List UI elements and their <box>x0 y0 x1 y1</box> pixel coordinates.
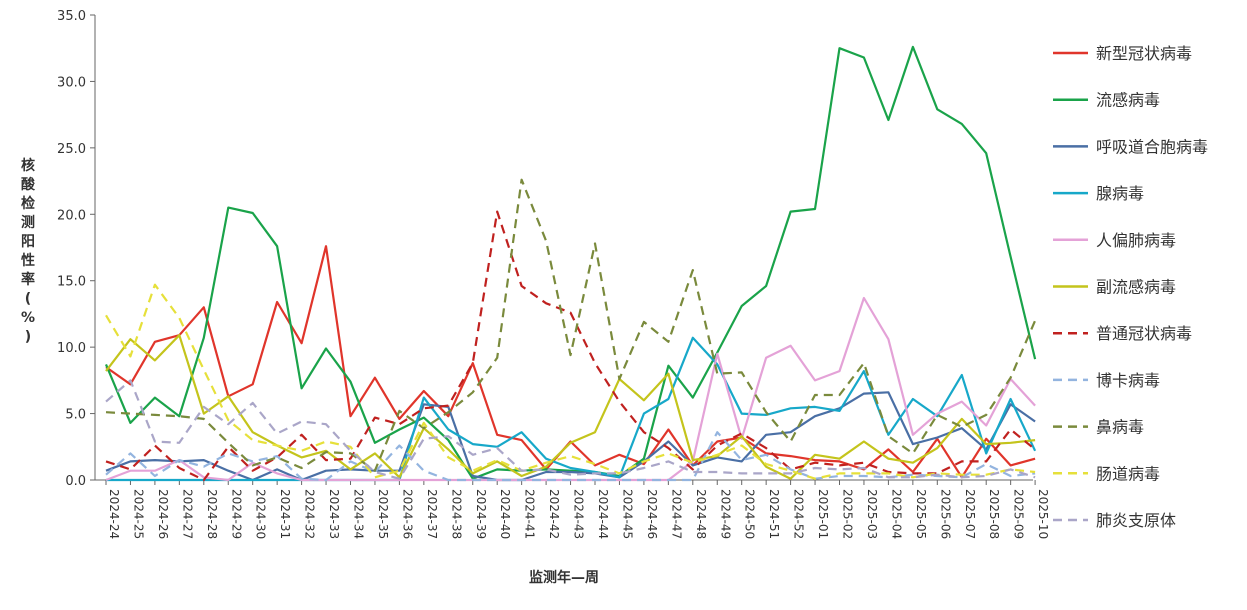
y-tick-label: 10.0 <box>57 341 86 356</box>
x-tick-label: 2025-01 <box>816 489 830 539</box>
legend-label: 鼻病毒 <box>1096 418 1144 437</box>
x-tick-label: 2025-08 <box>987 489 1001 539</box>
x-tick-label: 2024-35 <box>376 489 390 539</box>
legend-label: 肺炎支原体 <box>1096 511 1176 530</box>
x-tick-label: 2024-31 <box>278 489 292 539</box>
x-tick-label: 2024-32 <box>303 489 317 539</box>
x-tick-label: 2024-37 <box>425 489 439 539</box>
x-tick-label: 2025-04 <box>889 489 903 539</box>
x-tick-label: 2024-30 <box>254 489 268 539</box>
x-tick-label: 2024-28 <box>205 489 219 539</box>
legend-label: 腺病毒 <box>1096 184 1144 203</box>
x-tick-label: 2024-50 <box>743 489 757 539</box>
y-ticks: 0.0 5.0 10.0 15.0 20.0 25.0 30.0 35.0 <box>57 9 95 489</box>
x-tick-label: 2024-25 <box>131 489 145 539</box>
legend-label: 新型冠状病毒 <box>1096 44 1192 63</box>
y-axis-title: 核酸检测阳性率 (%) <box>21 157 36 345</box>
x-tick-label: 2024-42 <box>547 489 561 539</box>
series-line <box>105 245 1036 479</box>
legend-label: 流感病毒 <box>1096 91 1160 110</box>
x-tick-label: 2024-43 <box>572 489 586 539</box>
y-tick-label: 35.0 <box>57 9 86 24</box>
x-tick-label: 2024-36 <box>400 489 414 539</box>
series-line <box>105 391 1036 482</box>
series-line <box>105 431 1036 482</box>
legend-label: 呼吸道合胞病毒 <box>1096 137 1208 156</box>
legend-label: 副流感病毒 <box>1096 278 1176 297</box>
y-tick-label: 0.0 <box>65 474 86 489</box>
legend-label: 人偏肺病毒 <box>1096 231 1176 250</box>
y-axis-title-char: 率 <box>21 271 35 288</box>
x-tick-label: 2024-26 <box>156 489 170 539</box>
series-line <box>105 178 1037 472</box>
y-axis-title-char: ) <box>25 329 31 345</box>
series-line <box>105 334 1036 480</box>
legend: 新型冠状病毒流感病毒呼吸道合胞病毒腺病毒人偏肺病毒副流感病毒普通冠状病毒博卡病毒… <box>1053 44 1208 530</box>
y-axis-title-char: 阳 <box>21 234 35 250</box>
series-line <box>105 283 1036 480</box>
axes <box>94 15 1033 481</box>
series-line <box>104 45 1037 480</box>
x-tick-label: 2025-09 <box>1012 489 1026 539</box>
x-tick-label: 2025-06 <box>938 489 952 539</box>
x-tick-label: 2024-38 <box>449 489 463 539</box>
y-axis-title-char: 酸 <box>21 176 36 193</box>
x-tick-label: 2024-51 <box>767 489 781 539</box>
y-axis-title-char: 性 <box>21 252 35 269</box>
x-tick-label: 2024-24 <box>107 489 121 539</box>
y-axis-title-char: ( <box>25 291 31 307</box>
y-axis-title-char: % <box>21 310 35 326</box>
series-line <box>105 210 1036 482</box>
x-tick-label: 2025-10 <box>1036 489 1050 539</box>
x-tick-label: 2024-52 <box>792 489 806 539</box>
x-tick-label: 2024-49 <box>718 489 732 539</box>
y-tick-label: 15.0 <box>57 275 86 290</box>
x-tick-label: 2024-46 <box>645 489 659 539</box>
x-tick-label: 2025-02 <box>841 489 855 539</box>
y-tick-label: 20.0 <box>57 208 86 223</box>
x-tick-label: 2024-48 <box>694 489 708 539</box>
x-tick-label: 2024-39 <box>474 489 488 539</box>
y-tick-label: 5.0 <box>65 408 86 423</box>
y-tick-label: 30.0 <box>57 75 86 90</box>
x-tick-label: 2024-44 <box>596 489 610 539</box>
legend-label: 博卡病毒 <box>1096 371 1160 390</box>
x-tick-label: 2024-47 <box>669 489 683 539</box>
x-tick-label: 2024-33 <box>327 489 341 539</box>
x-tick-label: 2024-41 <box>523 489 537 539</box>
y-tick-label: 25.0 <box>57 142 86 157</box>
x-tick-label: 2024-45 <box>620 489 634 539</box>
x-tick-label: 2024-34 <box>352 489 366 539</box>
y-axis-title-char: 核 <box>21 157 35 174</box>
y-axis-title-char: 检 <box>21 195 35 212</box>
x-axis-title: 监测年—周 <box>529 569 599 586</box>
legend-label: 普通冠状病毒 <box>1096 324 1192 343</box>
x-tick-label: 2025-07 <box>963 489 977 539</box>
x-ticks: 2024-24 2024-25 2024-26 2024-27 2024-28 2024-… <box>105 480 1050 539</box>
series-lines <box>104 45 1037 482</box>
x-tick-label: 2025-05 <box>914 489 928 539</box>
y-axis-title-char: 测 <box>21 214 35 231</box>
x-tick-label: 2024-29 <box>229 489 243 539</box>
series-line <box>105 379 1036 480</box>
legend-label: 肠道病毒 <box>1096 464 1160 483</box>
x-tick-label: 2024-40 <box>498 489 512 539</box>
x-tick-label: 2024-27 <box>180 489 194 539</box>
x-tick-label: 2025-03 <box>865 489 879 539</box>
